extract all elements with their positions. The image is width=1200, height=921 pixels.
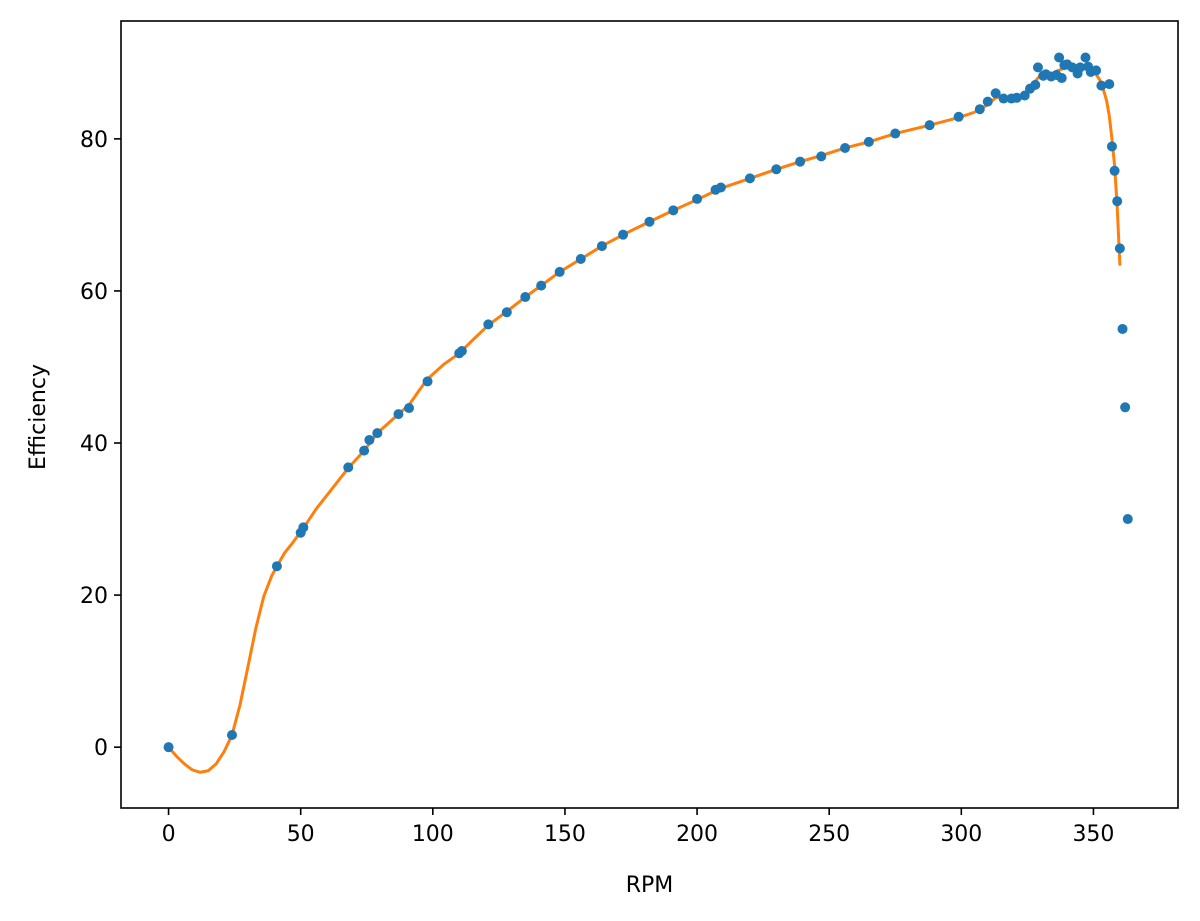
data-point bbox=[1075, 62, 1086, 73]
data-point bbox=[840, 142, 851, 153]
y-tick-label: 60 bbox=[80, 280, 108, 305]
data-point bbox=[501, 307, 512, 318]
data-point bbox=[1096, 80, 1107, 91]
x-tick-label: 350 bbox=[1072, 822, 1114, 847]
x-tick-label: 200 bbox=[676, 822, 718, 847]
data-point bbox=[715, 182, 726, 193]
x-tick-label: 0 bbox=[162, 822, 176, 847]
data-point bbox=[1117, 323, 1128, 334]
data-point bbox=[1114, 243, 1125, 254]
data-point bbox=[1106, 141, 1117, 152]
data-point bbox=[924, 120, 935, 131]
data-point bbox=[372, 428, 383, 439]
x-tick-label: 250 bbox=[808, 822, 850, 847]
data-point bbox=[575, 254, 586, 264]
data-point bbox=[1030, 79, 1041, 90]
data-point bbox=[1019, 90, 1030, 101]
y-axis: 0 20 40 60 80 bbox=[80, 128, 121, 761]
data-point bbox=[998, 93, 1009, 104]
y-tick-label: 80 bbox=[80, 128, 108, 153]
series-layer bbox=[163, 52, 1133, 774]
x-axis: 0 50 100 150 200 250 300 350 bbox=[162, 808, 1114, 847]
data-point bbox=[618, 229, 629, 240]
data-point bbox=[359, 445, 370, 456]
data-point bbox=[596, 241, 607, 252]
data-point bbox=[520, 292, 531, 303]
data-point bbox=[795, 156, 806, 167]
data-point bbox=[298, 522, 309, 533]
data-point bbox=[1122, 514, 1133, 525]
data-point bbox=[1054, 52, 1065, 63]
data-point bbox=[890, 128, 901, 139]
plot-area bbox=[121, 21, 1178, 808]
data-point bbox=[483, 319, 494, 330]
x-tick-label: 150 bbox=[544, 822, 586, 847]
data-point bbox=[644, 216, 655, 227]
data-point bbox=[364, 434, 375, 445]
data-point bbox=[1056, 73, 1067, 84]
x-tick-label: 300 bbox=[940, 822, 982, 847]
data-point bbox=[974, 104, 985, 115]
data-point bbox=[1120, 402, 1131, 413]
plot-frame bbox=[120, 20, 1179, 809]
y-tick-label: 40 bbox=[80, 432, 108, 457]
data-point bbox=[1011, 92, 1022, 103]
x-tick-label: 50 bbox=[287, 822, 315, 847]
data-point bbox=[1104, 79, 1115, 90]
data-point bbox=[953, 111, 964, 122]
data-point bbox=[863, 136, 874, 147]
data-point bbox=[271, 561, 282, 572]
x-axis-label: RPM bbox=[626, 873, 674, 898]
data-point bbox=[982, 96, 993, 107]
data-point bbox=[163, 742, 174, 753]
data-point bbox=[1112, 196, 1123, 207]
data-point bbox=[744, 173, 755, 184]
data-point bbox=[668, 205, 679, 216]
data-point bbox=[343, 462, 354, 473]
data-point bbox=[816, 151, 827, 162]
data-point bbox=[692, 193, 703, 204]
data-point bbox=[1109, 165, 1120, 176]
data-point bbox=[554, 266, 565, 277]
data-point bbox=[990, 88, 1001, 99]
data-point bbox=[393, 409, 404, 420]
x-tick-label: 100 bbox=[412, 822, 454, 847]
data-point bbox=[422, 376, 433, 387]
data-point bbox=[536, 280, 547, 291]
data-point bbox=[1091, 65, 1102, 76]
data-point bbox=[226, 730, 237, 740]
data-point bbox=[456, 346, 467, 357]
data-point bbox=[1032, 62, 1043, 73]
data-point bbox=[771, 164, 782, 175]
y-tick-label: 20 bbox=[80, 584, 108, 609]
data-point bbox=[1080, 52, 1091, 63]
data-point bbox=[404, 403, 415, 414]
y-axis-label: Efficiency bbox=[26, 364, 51, 470]
y-tick-label: 0 bbox=[94, 736, 108, 761]
